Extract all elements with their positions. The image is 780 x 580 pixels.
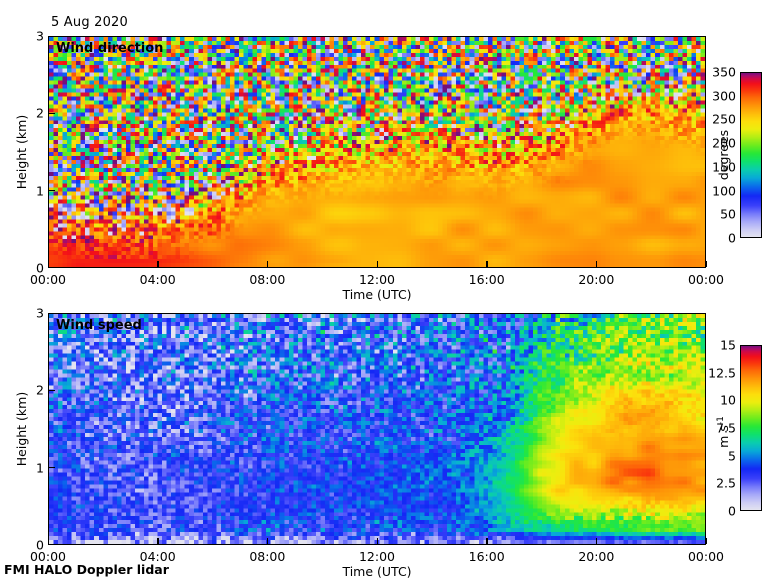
x-tick-label-0-1: 04:00 xyxy=(139,272,176,287)
footer-caption: FMI HALO Doppler lidar xyxy=(4,562,169,577)
x-tick-label-1-3: 12:00 xyxy=(358,549,396,564)
wind-direction-plot[interactable] xyxy=(48,36,706,268)
x-tick-label-0-3: 12:00 xyxy=(358,272,396,287)
x-tick-label-0-0: 00:00 xyxy=(29,272,67,287)
x-tick-label-1-4: 16:00 xyxy=(468,549,505,564)
wind-direction-xlabel: Time (UTC) xyxy=(342,287,412,302)
wind-direction-colorbar xyxy=(740,72,762,238)
wind-speed-colorbar-label: m s-1 xyxy=(716,416,731,448)
x-tick-label-0-4: 16:00 xyxy=(468,272,505,287)
y-tick-label-0-3: 3 xyxy=(36,28,44,44)
x-tick-label-1-2: 08:00 xyxy=(249,549,286,564)
wind-direction-ylabel: Height (km) xyxy=(14,114,29,190)
y-tick-label-0-0: 0 xyxy=(36,260,44,276)
x-tick-label-1-5: 20:00 xyxy=(578,549,615,564)
wind-speed-ylabel: Height (km) xyxy=(14,391,29,467)
wind-speed-plot[interactable] xyxy=(48,313,706,545)
x-tick-label-0-2: 08:00 xyxy=(249,272,286,287)
y-tick-label-1-3: 3 xyxy=(36,305,44,321)
wind-direction-colorbar-label: degrees xyxy=(716,129,731,181)
x-tick-label-0-6: 00:00 xyxy=(687,272,725,287)
x-tick-label-0-5: 20:00 xyxy=(578,272,615,287)
wind-speed-colorbar-exponent: -1 xyxy=(716,416,726,426)
wind-speed-colorbar-unit: m s xyxy=(716,425,732,448)
wind-speed-xlabel: Time (UTC) xyxy=(342,564,412,579)
y-tick-label-1-0: 0 xyxy=(36,537,44,553)
x-tick-label-1-6: 00:00 xyxy=(687,549,725,564)
date-label: 5 Aug 2020 xyxy=(51,15,129,30)
wind-speed-colorbar xyxy=(740,345,762,511)
